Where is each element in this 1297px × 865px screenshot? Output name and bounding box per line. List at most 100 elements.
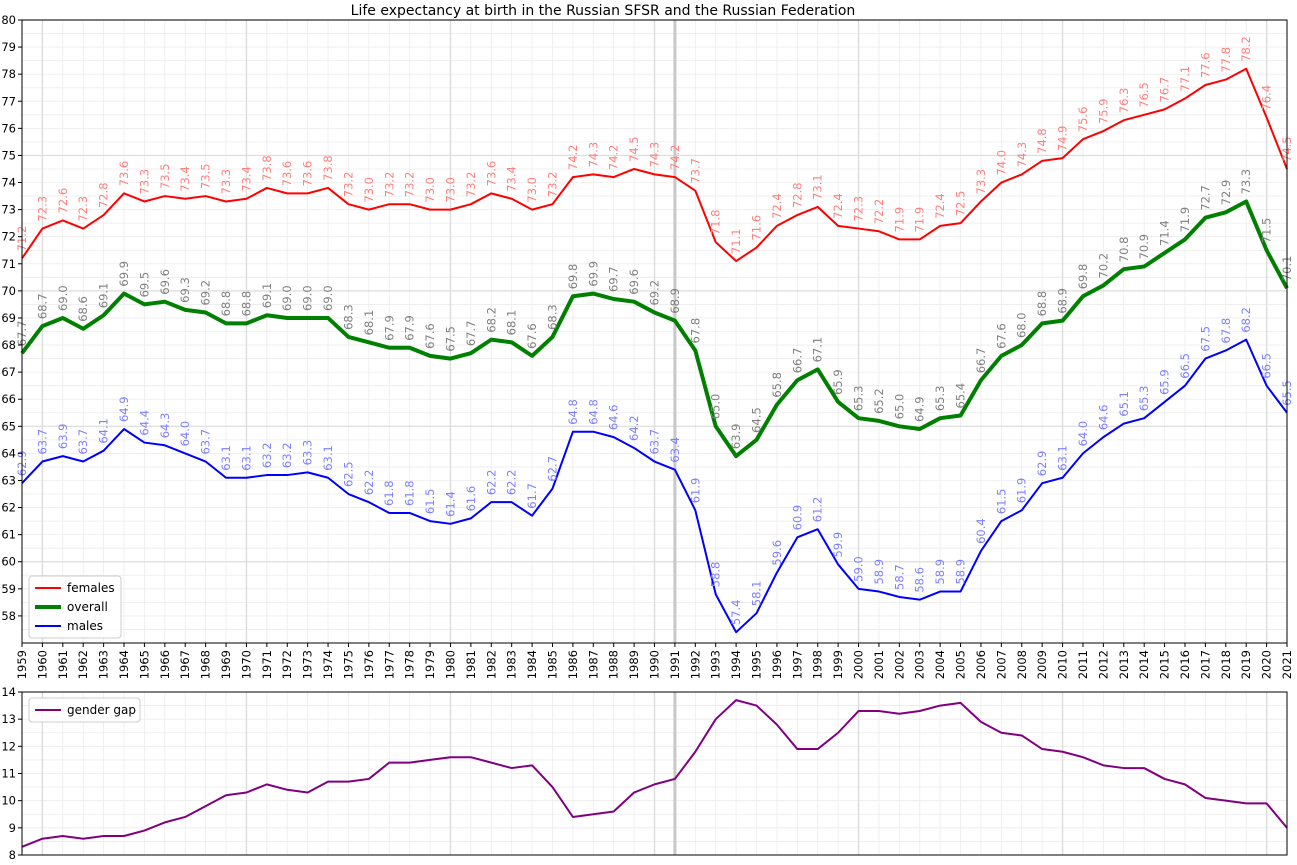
data-label-males: 62.2 xyxy=(505,470,519,496)
data-label-males: 62.9 xyxy=(1035,451,1049,477)
x-tick-label: 1960 xyxy=(35,650,49,679)
x-tick-label: 2021 xyxy=(1280,650,1294,679)
data-label-males: 68.2 xyxy=(1239,307,1253,333)
y-tick-label: 64 xyxy=(1,446,16,460)
data-label-males: 64.8 xyxy=(586,399,600,425)
data-label-males: 63.7 xyxy=(35,429,49,455)
y-tick-label: 65 xyxy=(1,419,16,433)
data-label-females: 74.9 xyxy=(1056,126,1070,152)
data-label-males: 61.5 xyxy=(994,488,1008,514)
data-label-overall: 69.7 xyxy=(607,266,621,292)
y-tick-label: 69 xyxy=(1,311,16,325)
data-label-overall: 68.1 xyxy=(362,310,376,336)
data-label-females: 72.4 xyxy=(831,193,845,219)
data-label-males: 60.9 xyxy=(790,505,804,531)
data-label-overall: 71.9 xyxy=(1178,207,1192,233)
x-tick-label: 1991 xyxy=(668,650,682,679)
data-label-overall: 66.7 xyxy=(790,348,804,374)
data-label-overall: 69.8 xyxy=(566,264,580,290)
x-tick-label: 1972 xyxy=(280,650,294,679)
data-label-males: 64.6 xyxy=(607,405,621,431)
y-tick-label: 77 xyxy=(1,94,16,108)
y-tick-label: 61 xyxy=(1,528,16,542)
data-label-females: 73.6 xyxy=(117,161,131,187)
data-label-females: 77.6 xyxy=(1198,52,1212,78)
main-plot-frame xyxy=(21,19,1288,644)
data-label-females: 73.4 xyxy=(505,166,519,192)
gap-y-tick-label: 10 xyxy=(1,794,16,808)
x-tick-label: 1977 xyxy=(382,650,396,679)
data-label-females: 71.6 xyxy=(750,215,764,241)
data-label-males: 58.1 xyxy=(750,581,764,607)
legend-label-overall: overall xyxy=(67,600,108,614)
data-label-overall: 68.9 xyxy=(668,288,682,314)
main-chart: 71.272.3 72.6 72.372.873.6 73.3 73.5 73.4 73.5… xyxy=(1,13,1294,679)
data-label-females: 73.4 xyxy=(178,166,192,192)
data-label-females: 72.5 xyxy=(954,191,968,217)
y-tick-label: 67 xyxy=(1,365,16,379)
x-tick-label: 2000 xyxy=(852,650,866,679)
data-label-females: 75.9 xyxy=(1096,98,1110,124)
data-label-males: 58.7 xyxy=(892,564,906,590)
data-label-overall: 71.5 xyxy=(1260,218,1274,244)
data-label-females: 76.7 xyxy=(1158,77,1172,103)
legend-label-gender-gap: gender gap xyxy=(67,703,136,717)
data-label-males: 61.2 xyxy=(811,497,825,523)
y-tick-label: 66 xyxy=(1,392,16,406)
gap-legend-box xyxy=(28,697,141,723)
data-label-females: 73.2 xyxy=(341,172,355,198)
data-label-males: 57.4 xyxy=(729,600,743,626)
data-label-females: 71.9 xyxy=(892,207,906,233)
data-label-overall: 69.5 xyxy=(137,272,151,298)
x-tick-label: 1993 xyxy=(709,650,723,679)
data-label-overall: 68.1 xyxy=(505,310,519,336)
data-label-males: 59.9 xyxy=(831,532,845,558)
data-label-overall: 65.9 xyxy=(831,369,845,395)
x-tick-label: 2019 xyxy=(1239,650,1253,679)
x-tick-label: 2016 xyxy=(1178,650,1192,679)
data-label-females: 72.3 xyxy=(852,196,866,222)
data-label-overall: 69.0 xyxy=(280,285,294,311)
x-tick-label: 2008 xyxy=(1015,650,1029,679)
data-label-males: 62.2 xyxy=(484,470,498,496)
y-tick-label: 63 xyxy=(1,473,16,487)
x-tick-label: 2014 xyxy=(1137,650,1151,679)
data-label-males: 64.9 xyxy=(117,396,131,422)
data-label-females: 73.8 xyxy=(321,155,335,181)
data-label-males: 63.1 xyxy=(219,445,233,471)
data-label-females: 74.5 xyxy=(627,136,641,162)
data-label-females: 73.0 xyxy=(525,177,539,203)
data-label-females: 78.2 xyxy=(1239,36,1253,62)
data-label-overall: 68.2 xyxy=(484,307,498,333)
data-label-males: 61.6 xyxy=(464,486,478,512)
data-label-females: 73.2 xyxy=(382,172,396,198)
x-tick-label: 1979 xyxy=(423,650,437,679)
x-tick-label: 2017 xyxy=(1198,650,1212,679)
data-label-males: 60.4 xyxy=(974,518,988,544)
data-label-overall: 69.3 xyxy=(178,277,192,303)
series-line-gender-gap xyxy=(21,699,1288,848)
x-tick-label: 2012 xyxy=(1096,650,1110,679)
data-label-females: 73.6 xyxy=(484,161,498,187)
series-line-females xyxy=(21,67,1288,263)
x-tick-label: 1971 xyxy=(260,650,274,679)
data-label-females: 74.0 xyxy=(994,150,1008,176)
data-label-males: 63.7 xyxy=(76,429,90,455)
data-label-females: 72.3 xyxy=(35,196,49,222)
data-label-males: 63.7 xyxy=(199,429,213,455)
data-label-males: 63.3 xyxy=(301,440,315,466)
x-tick-label: 1996 xyxy=(770,650,784,679)
data-label-females: 73.0 xyxy=(362,177,376,203)
data-label-females: 77.1 xyxy=(1178,66,1192,92)
gap-y-tick-label: 14 xyxy=(1,685,16,699)
x-tick-label: 1962 xyxy=(76,650,90,679)
x-tick-label: 1983 xyxy=(505,650,519,679)
gap-y-tick-label: 12 xyxy=(1,739,16,753)
data-label-males: 64.2 xyxy=(627,415,641,441)
data-label-males: 64.4 xyxy=(137,410,151,436)
y-tick-label: 76 xyxy=(1,121,16,135)
x-tick-label: 1974 xyxy=(321,650,335,679)
gap-y-tick-label: 11 xyxy=(1,767,16,781)
